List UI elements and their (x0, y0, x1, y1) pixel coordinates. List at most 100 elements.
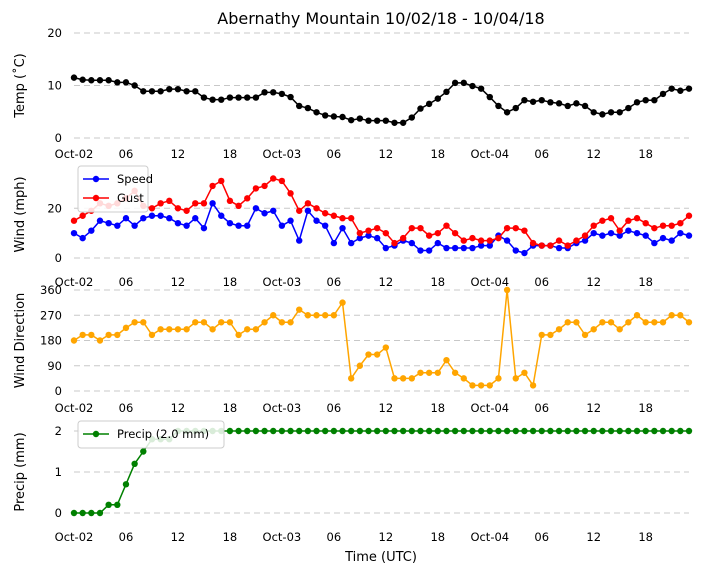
data-point (252, 205, 260, 212)
data-point (434, 95, 442, 102)
data-point (114, 79, 121, 86)
data-point (408, 224, 416, 232)
data-point (425, 100, 433, 108)
data-point (287, 427, 294, 435)
data-point (443, 222, 450, 229)
legend: Precip (2.0 mm) (77, 420, 225, 449)
data-point (330, 212, 338, 219)
data-point (235, 331, 242, 339)
data-point (304, 312, 312, 319)
data-point (209, 200, 216, 207)
legend-label: Speed (117, 172, 153, 186)
data-point (633, 99, 641, 106)
data-point (555, 427, 563, 435)
data-point (434, 369, 442, 376)
data-point (477, 237, 485, 244)
data-point (521, 369, 528, 376)
data-point (512, 224, 519, 232)
data-point (425, 247, 433, 254)
x-axis-label: Time (UTC) (344, 550, 417, 565)
data-point (625, 227, 632, 234)
data-point (581, 331, 589, 339)
x-tick-label: 18 (430, 147, 445, 161)
data-point (200, 200, 208, 207)
x-tick-label: Oct-02 (55, 401, 94, 415)
data-point (659, 319, 667, 326)
data-point (538, 97, 545, 104)
data-point (79, 212, 86, 219)
x-tick-label: 06 (119, 530, 134, 544)
data-point (270, 89, 277, 96)
data-point (148, 212, 156, 219)
data-point (590, 109, 597, 116)
data-point (105, 220, 112, 227)
data-point (330, 239, 338, 247)
data-point (287, 190, 294, 197)
x-tick-label: 12 (586, 275, 601, 289)
data-point (278, 177, 286, 185)
data-point (330, 312, 338, 319)
data-point (296, 207, 303, 214)
data-point (226, 94, 234, 101)
legend-swatch-marker (92, 175, 100, 183)
y-axis-label: Temp (˚C) (12, 53, 28, 119)
data-point (685, 212, 693, 219)
data-point (521, 227, 528, 234)
data-point (460, 237, 467, 244)
data-point (495, 234, 502, 242)
data-point (417, 427, 424, 435)
x-tick-label: Oct-03 (263, 275, 302, 289)
data-point (339, 113, 346, 121)
data-point (157, 212, 164, 219)
data-point (564, 427, 571, 435)
data-point (659, 427, 667, 435)
data-point (512, 104, 519, 112)
data-point (581, 232, 589, 239)
x-tick-label: 12 (379, 275, 394, 289)
data-point (581, 427, 589, 435)
data-point (70, 74, 78, 81)
x-tick-label: 12 (379, 147, 394, 161)
data-point (651, 319, 658, 326)
data-point (96, 217, 104, 224)
data-point (321, 427, 329, 435)
data-point (339, 427, 346, 435)
data-point (347, 427, 355, 435)
y-tick-label: 0 (55, 251, 62, 265)
data-point (581, 237, 589, 244)
data-point (477, 382, 485, 389)
data-point (270, 312, 277, 319)
legend-label: Precip (2.0 mm) (117, 427, 209, 441)
data-point (529, 382, 537, 389)
data-point (96, 337, 104, 344)
data-point (417, 224, 424, 232)
data-point (365, 117, 372, 124)
data-point (685, 232, 693, 239)
data-point (226, 197, 234, 205)
data-point (434, 427, 442, 435)
data-point (183, 207, 190, 214)
data-point (140, 88, 147, 95)
y-tick-label: 0 (55, 131, 62, 145)
series-speed (70, 200, 693, 257)
x-tick-label: 12 (171, 147, 186, 161)
data-point (642, 97, 649, 104)
data-point (287, 93, 294, 101)
data-point (373, 427, 381, 435)
legend-swatch-marker (92, 194, 100, 202)
data-point (218, 212, 225, 219)
data-point (685, 319, 693, 326)
data-point (313, 427, 320, 435)
series-gust (70, 175, 693, 249)
y-tick-label: 2 (55, 424, 62, 438)
data-point (157, 88, 164, 95)
data-point (96, 77, 104, 84)
data-point (373, 117, 381, 124)
data-point (114, 501, 121, 508)
data-point (391, 375, 398, 382)
data-point (573, 427, 580, 435)
y-tick-label: 0 (55, 506, 62, 520)
x-tick-label: 06 (534, 530, 549, 544)
data-point (356, 234, 364, 242)
